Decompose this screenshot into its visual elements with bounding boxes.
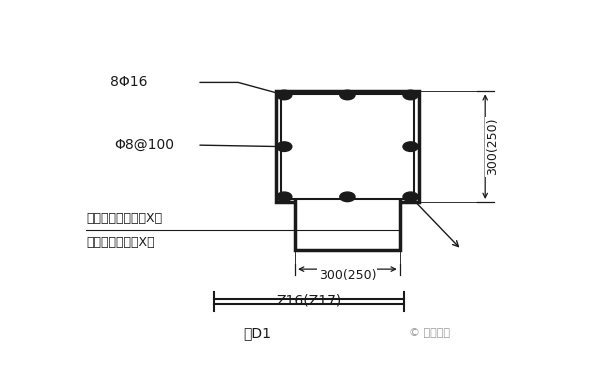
Text: 300(250): 300(250) — [486, 118, 499, 175]
Text: 见设计变更通知单X号: 见设计变更通知单X号 — [86, 212, 162, 225]
Circle shape — [340, 90, 355, 100]
Bar — [281, 94, 414, 199]
Circle shape — [340, 192, 355, 202]
Text: 8Φ16: 8Φ16 — [110, 75, 147, 89]
Circle shape — [403, 142, 418, 151]
Text: 300(250): 300(250) — [319, 268, 376, 282]
Bar — [295, 196, 400, 250]
Text: Z16(Z17): Z16(Z17) — [277, 294, 342, 308]
Circle shape — [403, 90, 418, 100]
Circle shape — [276, 192, 292, 202]
Circle shape — [276, 90, 292, 100]
Circle shape — [403, 192, 418, 202]
Circle shape — [276, 142, 292, 151]
Text: 或工程洽商记录X号: 或工程洽商记录X号 — [86, 236, 154, 249]
Text: Φ8@100: Φ8@100 — [115, 138, 175, 152]
Text: 图D1: 图D1 — [243, 326, 271, 340]
Bar — [276, 92, 419, 202]
Text: © 豆丁施工: © 豆丁施工 — [409, 328, 450, 338]
